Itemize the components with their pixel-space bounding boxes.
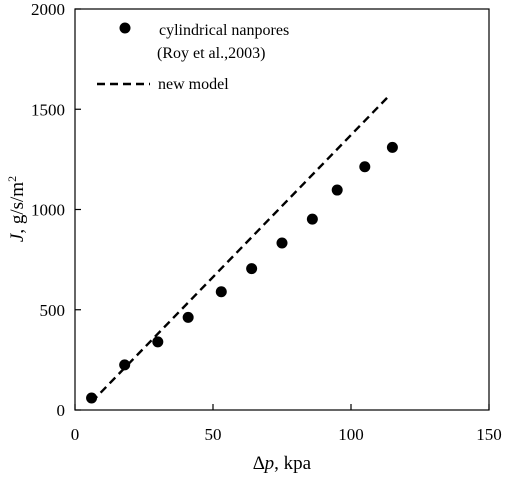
data-point	[306, 213, 318, 225]
data-point	[119, 359, 131, 371]
data-point	[359, 161, 371, 173]
x-tick-label: 100	[338, 425, 364, 444]
legend-label-points-source: (Roy et al.,2003)	[157, 45, 265, 62]
legend: cylindrical nanpores (Roy et al.,2003) n…	[97, 22, 289, 93]
y-tick-label: 1500	[31, 100, 65, 119]
legend-label-line: new model	[158, 76, 229, 93]
y-tick-label: 0	[57, 401, 66, 420]
legend-marker-points	[119, 22, 131, 34]
data-point	[246, 263, 258, 275]
model-line-series	[90, 94, 391, 403]
y-axis-superscript: 2	[5, 176, 19, 182]
data-point	[152, 336, 164, 348]
data-point	[182, 311, 194, 323]
legend-label-points: cylindrical nanpores	[159, 22, 289, 39]
data-point	[386, 141, 398, 153]
y-axis-symbol: J	[7, 232, 28, 242]
x-axis-symbol: ∆p	[253, 453, 274, 474]
model-line	[90, 94, 391, 403]
y-axis-unit: , g/s/m	[7, 182, 28, 234]
y-tick-label: 500	[40, 301, 66, 320]
data-point	[86, 392, 98, 404]
y-tick-label: 1000	[31, 201, 65, 220]
data-point	[331, 184, 343, 196]
plot-frame	[74, 8, 490, 411]
x-tick-label: 0	[71, 425, 80, 444]
x-axis-ticks: 0 50 100 150	[71, 404, 502, 444]
y-axis-label: J, g/s/m2	[5, 176, 28, 242]
y-axis-ticks: 0 500 1000 1500 2000	[31, 0, 81, 420]
data-point-series	[86, 141, 398, 404]
x-axis-label: ∆p, kpa	[253, 453, 312, 474]
x-tick-label: 50	[205, 425, 222, 444]
data-point	[276, 237, 288, 249]
x-tick-label: 150	[476, 425, 502, 444]
y-tick-label: 2000	[31, 0, 65, 19]
data-point	[215, 286, 227, 298]
x-axis-unit: , kpa	[274, 453, 312, 474]
